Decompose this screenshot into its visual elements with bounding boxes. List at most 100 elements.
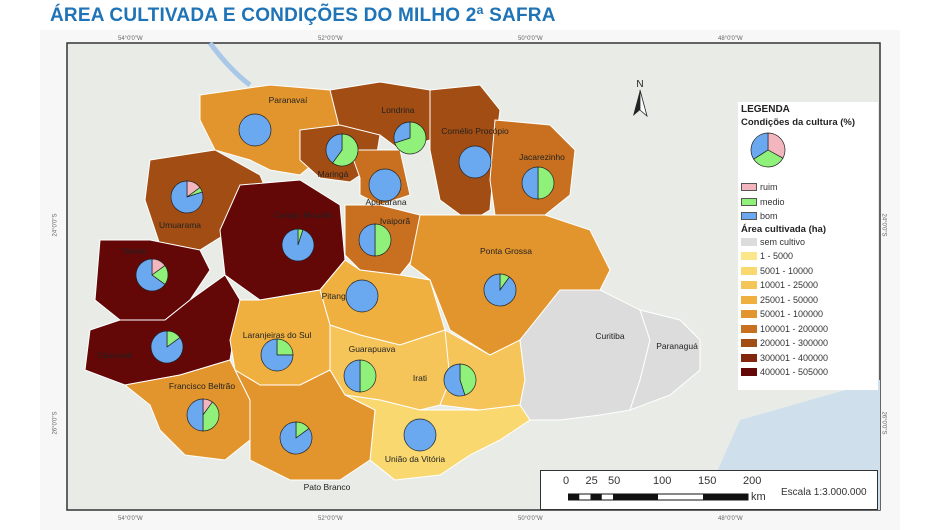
pie-irati [443, 363, 477, 397]
pie-slice-bom [358, 223, 376, 257]
scale-tick: 100 [653, 475, 672, 487]
legend-class: 50001 - 100000 [741, 307, 878, 322]
legend-swatch [741, 353, 757, 362]
pie-slice-bom [238, 113, 272, 147]
coord-label: 50°0'0"W [518, 516, 543, 522]
region-label: Paranaguá [656, 341, 698, 351]
north-arrow: N [633, 79, 648, 118]
pie-slice-bom [343, 359, 361, 393]
region-label: Jacarezinho [519, 152, 565, 162]
pie-cascavel [150, 330, 184, 364]
pie-pato-branco [279, 421, 313, 455]
legend-swatch [741, 212, 757, 221]
legend-class: 1 - 5000 [741, 249, 878, 264]
legend-label: sem cultivo [760, 236, 806, 247]
river [207, 41, 252, 87]
pie-slice-bom [443, 363, 466, 397]
scale-tick: 50 [608, 475, 621, 487]
region-label: Ivaiporã [380, 216, 411, 226]
coord-label: 26°0'0"S [880, 411, 887, 435]
pie-maringa [325, 133, 359, 167]
legend-conditions-title: Condições da cultura (%) [741, 117, 856, 128]
region-label: Campo Mourão [274, 210, 333, 220]
pie-slice-medio [753, 149, 784, 168]
legend-label: bom [760, 211, 778, 222]
pie-cornelio-procopio [458, 145, 492, 179]
coord-label: 48°0'0"W [718, 516, 743, 522]
coord-label: 26°0'0"S [52, 411, 59, 435]
pie-slice-bom [750, 132, 769, 160]
region-label: Apucarana [365, 197, 406, 207]
legend-swatch [741, 197, 757, 206]
legend-label: 300001 - 400000 [760, 352, 829, 363]
scale-tick: 150 [698, 475, 717, 487]
coord-label: 24°0'0"S [52, 213, 59, 237]
legend-label: 400001 - 505000 [760, 367, 829, 378]
pie-slice-medio [202, 401, 220, 432]
region-label: Pato Branco [304, 482, 351, 492]
legend-item-medio: medio [741, 195, 878, 210]
legend-class: 400001 - 505000 [741, 365, 878, 380]
page-title: ÁREA CULTIVADA E CONDIÇÕES DO MILHO 2ª S… [50, 5, 556, 26]
pie-slice-bom [279, 421, 313, 455]
region-label: Laranjeiras do Sul [243, 330, 312, 340]
legend-area-title: Área cultivada (ha) [741, 223, 826, 235]
region-paranagua [629, 309, 701, 411]
coord-label: 24°0'0"S [880, 213, 887, 237]
region-label: Cornélio Procópio [441, 126, 509, 136]
north-arrow-icon [633, 90, 640, 116]
legend-label: 1 - 5000 [760, 251, 794, 262]
region-label: Francisco Beltrão [169, 381, 235, 391]
pie-slice-medio [459, 363, 477, 396]
legend-class: 25001 - 50000 [741, 293, 878, 308]
region-label: Londrina [381, 105, 414, 115]
legend-swatch [741, 237, 757, 246]
coord-label: 50°0'0"W [518, 36, 543, 42]
legend-label: 200001 - 300000 [760, 338, 829, 349]
legend-label: 50001 - 100000 [760, 309, 824, 320]
legend-label: 10001 - 25000 [760, 280, 819, 291]
legend: LEGENDA Condições da cultura (%) ruim med… [738, 102, 878, 390]
coord-label: 52°0'0"W [318, 516, 343, 522]
pie-slice-medio [394, 121, 427, 155]
pie-uniao-da-vitoria [403, 418, 437, 452]
legend-swatch [741, 339, 757, 348]
scale-unit: km [751, 491, 766, 503]
region-label: União da Vitória [385, 454, 446, 464]
pie-slice-bom [170, 180, 204, 214]
pie-slice-medio [332, 133, 359, 167]
pie-londrina [393, 121, 427, 155]
pie-francisco-beltrao [186, 398, 220, 432]
region-label: Cascavel [98, 350, 133, 360]
legend-swatch [741, 324, 757, 333]
legend-class: sem cultivo [741, 235, 878, 250]
region-label: Curitiba [595, 331, 625, 341]
pie-slice-bom [345, 279, 379, 313]
legend-swatch [741, 183, 757, 192]
scale-bar: 0 25 50 100 150 200 km Escala 1:3.000.000 [540, 470, 878, 510]
legend-swatch [741, 281, 757, 290]
pie-slice-bom [458, 145, 492, 179]
region-label: Pitanga [322, 291, 351, 301]
legend-class: 100001 - 200000 [741, 322, 878, 337]
legend-item-bom: bom [741, 209, 878, 224]
pie-slice-bom [483, 273, 517, 307]
pie-paranavai [238, 113, 272, 147]
legend-class: 5001 - 10000 [741, 264, 878, 279]
region-label: Toledo [121, 246, 146, 256]
pie-slice-bom [135, 258, 166, 292]
pie-slice-bom [260, 338, 294, 372]
region-jacarezinho [489, 119, 576, 216]
coord-label: 54°0'0"W [118, 516, 143, 522]
legend-swatch [741, 252, 757, 261]
region-label: Guarapuava [349, 344, 396, 354]
pie-toledo [135, 258, 169, 292]
pie-slice-bom [403, 418, 437, 452]
legend-label: medio [760, 196, 785, 207]
pie-jacarezinho [521, 166, 555, 200]
coord-label: 48°0'0"W [718, 36, 743, 42]
region-label: Paranavaí [269, 95, 308, 105]
region-label: Maringá [318, 169, 349, 179]
legend-swatch [741, 295, 757, 304]
scale-tick: 0 [563, 475, 570, 487]
